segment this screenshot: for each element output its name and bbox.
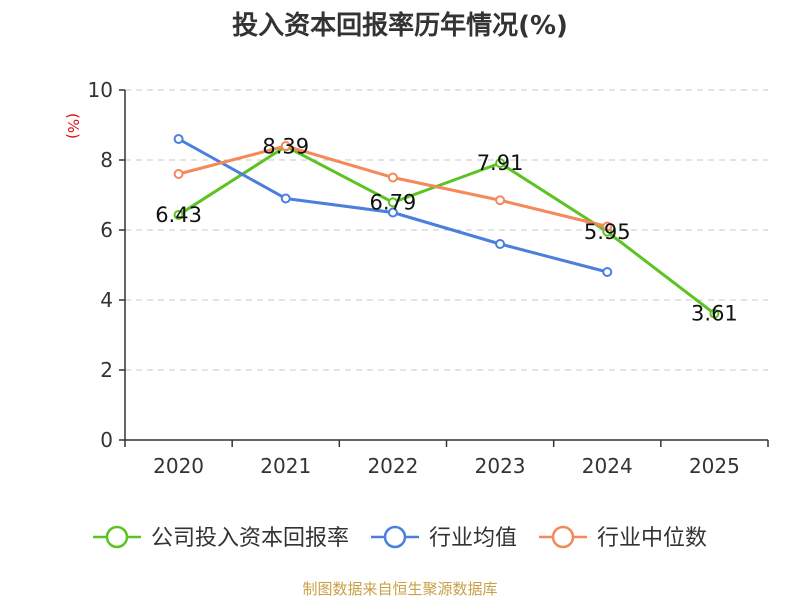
legend-item-2: 行业中位数 — [539, 525, 707, 551]
axis-layer: 0 2 4 6 8 10 2020 2021 2022 2023 2024 2025 — [88, 78, 769, 478]
series-0-point-2022 — [387, 197, 398, 208]
source-note: 制图数据来自恒生聚源数据库 — [302, 580, 497, 598]
x-tick-label-2024: 2024 — [582, 454, 633, 478]
series-1-point-2024 — [602, 267, 613, 277]
series-0-point-2020 — [173, 209, 184, 220]
data-label-2023: 7.91 — [477, 151, 524, 175]
series-2-point-2020 — [173, 169, 184, 179]
series-layer — [173, 134, 720, 319]
series-0-point-2025 — [709, 308, 720, 319]
legend-marker-1 — [383, 525, 407, 549]
series-1-point-2022 — [387, 207, 398, 218]
y-tick-label-10: 10 — [88, 78, 113, 102]
chart-title: 投入资本回报率历年情况(%) — [232, 10, 568, 41]
legend-item-1: 行业均值 — [370, 525, 517, 551]
y-axis-unit: (%) — [64, 113, 82, 139]
series-2-point-2022 — [387, 172, 398, 183]
x-tick-label-2021: 2021 — [260, 454, 311, 478]
y-tick-label-4: 4 — [100, 288, 113, 312]
y-tick-label-2: 2 — [100, 358, 113, 382]
x-tick-label-2023: 2023 — [475, 454, 526, 478]
legend-label-0: 公司投入资本回报率 — [151, 526, 349, 551]
series-2-point-2023 — [495, 195, 506, 206]
data-label-layer: 6.43 8.39 6.79 7.91 5.95 3.61 — [155, 134, 738, 325]
series-2-point-2021 — [280, 141, 291, 151]
legend-marker-2 — [551, 525, 575, 549]
grid-layer — [125, 89, 768, 371]
series-1-point-2023 — [495, 239, 506, 249]
x-tick-label-2020: 2020 — [153, 454, 204, 478]
series-0-point-2023 — [495, 158, 506, 169]
x-tick-label-2022: 2022 — [367, 454, 418, 478]
y-tick-label-8: 8 — [100, 148, 113, 172]
data-label-2021: 8.39 — [262, 134, 309, 158]
x-tick-label-2025: 2025 — [689, 454, 740, 478]
series-1-point-2021 — [280, 193, 291, 204]
data-label-2024: 5.95 — [584, 220, 631, 244]
legend-label-1: 行业均值 — [429, 526, 517, 551]
data-label-2020: 6.43 — [155, 203, 202, 227]
legend: 公司投入资本回报率 行业均值 行业中位数 — [92, 525, 707, 551]
series-2-point-2024 — [602, 221, 613, 232]
legend-marker-0 — [105, 525, 129, 549]
y-tick-label-6: 6 — [100, 218, 113, 242]
series-line-0 — [177, 144, 716, 315]
series-1-point-2020 — [173, 134, 184, 144]
legend-label-2: 行业中位数 — [597, 526, 707, 551]
data-label-2025: 3.61 — [691, 302, 738, 326]
legend-item-0: 公司投入资本回报率 — [92, 525, 349, 551]
data-label-2022: 6.79 — [370, 190, 417, 214]
y-tick-label-0: 0 — [100, 428, 113, 452]
